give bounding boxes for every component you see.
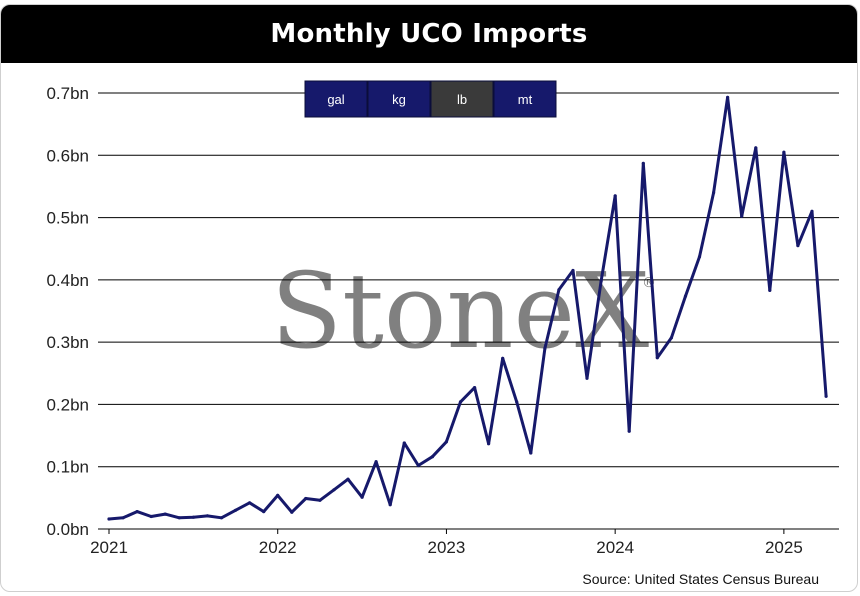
y-tick-label: 0.1bn bbox=[46, 458, 89, 477]
y-tick-label: 0.7bn bbox=[46, 84, 89, 103]
data-point bbox=[191, 515, 195, 519]
y-tick-label: 0.3bn bbox=[46, 333, 89, 352]
data-point bbox=[473, 386, 477, 390]
data-point bbox=[402, 441, 406, 445]
data-point bbox=[430, 455, 434, 459]
x-axis: 2021 2022 2023 2024 2025 bbox=[90, 529, 803, 557]
data-point bbox=[332, 488, 336, 492]
data-point bbox=[529, 451, 533, 455]
unit-button-lb[interactable]: lb bbox=[430, 80, 494, 118]
data-point bbox=[360, 495, 364, 499]
data-point bbox=[177, 516, 181, 520]
x-tick-label: 2024 bbox=[596, 538, 634, 557]
data-point bbox=[121, 516, 125, 520]
series-line-group bbox=[107, 95, 828, 521]
data-point bbox=[782, 150, 786, 154]
data-point bbox=[107, 517, 111, 521]
unit-button-gal[interactable]: gal bbox=[304, 80, 368, 118]
data-point bbox=[768, 288, 772, 292]
unit-button-label[interactable]: lb bbox=[457, 92, 467, 107]
data-point bbox=[346, 477, 350, 481]
unit-button-bg[interactable] bbox=[493, 80, 557, 118]
chart-card: Monthly UCO Imports StoneX ® 0.0bn 0.1bn 0… bbox=[0, 4, 858, 592]
data-point bbox=[557, 288, 561, 292]
data-point bbox=[262, 510, 266, 514]
unit-button-kg[interactable]: kg bbox=[367, 80, 431, 118]
data-point bbox=[571, 268, 575, 273]
data-point bbox=[416, 463, 420, 468]
unit-button-label[interactable]: mt bbox=[518, 92, 533, 107]
chart-title: Monthly UCO Imports bbox=[1, 5, 857, 63]
data-point bbox=[163, 512, 167, 516]
data-point bbox=[697, 255, 702, 259]
data-point bbox=[754, 146, 758, 150]
unit-button-bg[interactable] bbox=[430, 80, 494, 118]
data-point bbox=[290, 510, 294, 514]
data-point bbox=[233, 508, 238, 512]
unit-button-bg[interactable] bbox=[304, 80, 368, 118]
x-tick-label: 2025 bbox=[765, 538, 803, 557]
unit-toggle-group: gal kg lb mt bbox=[304, 80, 557, 118]
data-point bbox=[388, 503, 392, 507]
watermark-registered-mark: ® bbox=[642, 275, 656, 291]
data-point bbox=[824, 394, 828, 398]
data-point bbox=[683, 294, 688, 298]
data-point bbox=[444, 440, 448, 444]
data-point bbox=[205, 514, 209, 518]
series-line bbox=[107, 95, 828, 521]
data-point bbox=[501, 356, 505, 360]
unit-button-mt[interactable]: mt bbox=[493, 80, 557, 118]
source-note: Source: United States Census Bureau bbox=[582, 571, 819, 587]
data-point bbox=[641, 161, 645, 165]
data-point bbox=[543, 346, 547, 350]
x-tick-label: 2023 bbox=[428, 538, 466, 557]
data-point bbox=[248, 501, 252, 505]
data-point bbox=[796, 244, 800, 248]
data-point bbox=[585, 376, 589, 380]
data-point bbox=[599, 279, 603, 283]
y-tick-label: 0.2bn bbox=[46, 395, 89, 414]
data-point bbox=[655, 356, 659, 360]
x-tick-label: 2022 bbox=[259, 538, 297, 557]
y-tick-label: 0.0bn bbox=[46, 520, 89, 539]
data-point bbox=[726, 95, 730, 99]
data-point bbox=[669, 336, 674, 340]
unit-button-label[interactable]: gal bbox=[327, 92, 344, 107]
data-point bbox=[276, 493, 280, 497]
data-point bbox=[740, 214, 744, 218]
data-point bbox=[374, 460, 378, 464]
chart-svg: StoneX ® 0.0bn0.1bn0.2bn0.3bn0.4bn0.5bn0… bbox=[46, 80, 839, 557]
y-tick-label: 0.6bn bbox=[46, 146, 89, 165]
data-point bbox=[304, 496, 308, 501]
data-point bbox=[458, 400, 463, 404]
data-point bbox=[613, 194, 617, 198]
y-tick-label: 0.5bn bbox=[46, 209, 89, 228]
y-axis: 0.0bn 0.1bn 0.2bn 0.3bn 0.4bn 0.5bn 0.6bn 0.7bn bbox=[46, 84, 89, 539]
data-point bbox=[810, 209, 814, 213]
data-point bbox=[515, 400, 519, 404]
x-tick-label: 2021 bbox=[90, 538, 128, 557]
unit-button-bg[interactable] bbox=[367, 80, 431, 118]
data-point bbox=[219, 516, 224, 520]
y-tick-label: 0.4bn bbox=[46, 271, 89, 290]
data-point bbox=[135, 510, 139, 514]
unit-button-label[interactable]: kg bbox=[392, 92, 406, 107]
watermark-logo: StoneX bbox=[271, 250, 649, 372]
data-point bbox=[149, 514, 153, 519]
data-point bbox=[487, 442, 491, 446]
data-point bbox=[712, 191, 716, 195]
data-point bbox=[318, 498, 322, 502]
data-point bbox=[627, 429, 631, 433]
